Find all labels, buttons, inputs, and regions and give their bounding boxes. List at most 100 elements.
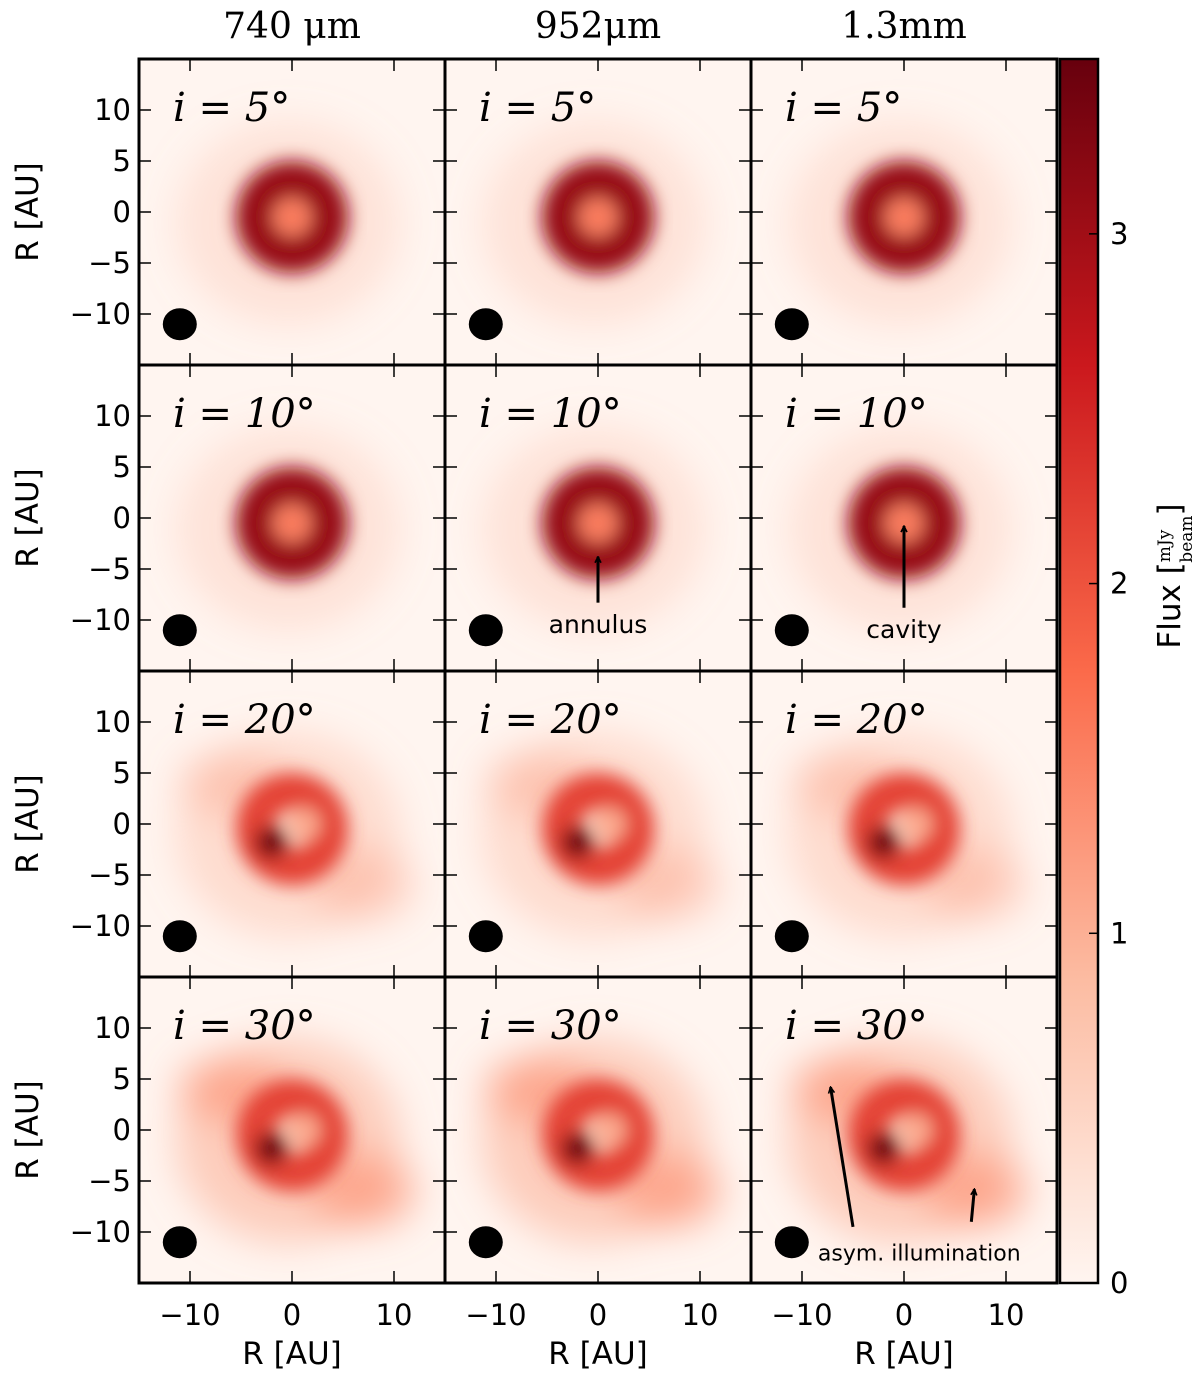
- inclination-label: i = 5°: [173, 85, 290, 131]
- panel: i = 20°: [443, 669, 753, 979]
- disk-image: [481, 121, 707, 326]
- x-tick-label: 10: [682, 1298, 719, 1332]
- x-tick-label: 0: [283, 1298, 301, 1332]
- beam-ellipse: [774, 614, 809, 647]
- y-tick-label: 5: [113, 756, 131, 790]
- panel: i = 10°: [443, 363, 753, 673]
- colorbar-tick-label: 0: [1110, 1266, 1128, 1300]
- colorbar-gradient: [1058, 57, 1100, 1285]
- y-tick-label: −5: [88, 246, 131, 280]
- disk-image: [787, 733, 1027, 938]
- disk-image: [787, 427, 1013, 632]
- disk-image: [481, 1039, 721, 1244]
- y-tick-label: −10: [70, 909, 131, 943]
- annotation: asym. illumination: [818, 1087, 1021, 1266]
- y-tick-label: −10: [70, 603, 131, 637]
- disk-image: [175, 427, 401, 632]
- y-tick-label: 5: [113, 450, 131, 484]
- inclination-label: i = 10°: [479, 391, 622, 437]
- annotation: cavity: [866, 526, 942, 644]
- disk-image: [481, 733, 721, 938]
- y-tick-label: 10: [94, 1011, 131, 1045]
- inclination-label: i = 10°: [173, 391, 316, 437]
- disk-image: [481, 427, 707, 632]
- y-tick-label: 0: [113, 501, 131, 535]
- panel-grid: i = 5° 10 5 0 −5 −10 R [AU] i = 5° i = 5° i = 10°…: [10, 57, 1059, 1372]
- beam-ellipse: [162, 308, 197, 341]
- y-axis-label: R [AU]: [10, 468, 46, 567]
- disk-image: [787, 1039, 1027, 1244]
- x-axis-label: R [AU]: [854, 1336, 953, 1372]
- x-tick-label: −10: [771, 1298, 832, 1332]
- disk-image: [175, 1039, 415, 1244]
- annotation-arrow: [969, 1189, 974, 1222]
- annotation-label: asym. illumination: [818, 1241, 1021, 1266]
- x-tick-label: 10: [376, 1298, 413, 1332]
- x-tick-label: −10: [159, 1298, 220, 1332]
- inclination-label: i = 20°: [785, 697, 928, 743]
- panel: i = 30° 10 5 0 −5 −10 R [AU] −10 0 10 R [AU]: [10, 975, 447, 1372]
- panel: i = 5° 10 5 0 −5 −10 R [AU]: [10, 57, 447, 367]
- beam-ellipse: [468, 920, 503, 953]
- annotation: annulus: [549, 557, 648, 639]
- y-tick-label: −5: [88, 858, 131, 892]
- annotation-label: cavity: [866, 615, 942, 644]
- inclination-label: i = 5°: [479, 85, 596, 131]
- x-axis-label: R [AU]: [242, 1336, 341, 1372]
- beam-ellipse: [468, 614, 503, 647]
- y-tick-label: 0: [113, 1113, 131, 1147]
- y-tick-label: −5: [88, 1164, 131, 1198]
- y-tick-label: 5: [113, 144, 131, 178]
- annotation-label: annulus: [549, 610, 648, 639]
- beam-ellipse: [774, 1226, 809, 1259]
- beam-ellipse: [774, 308, 809, 341]
- panel: i = 30° −10 0 10 R [AU]: [443, 975, 753, 1372]
- x-tick-label: 0: [895, 1298, 913, 1332]
- panel: i = 30° −10 0 10 R [AU]: [749, 975, 1059, 1372]
- column-titles: 740 μm 952μm 1.3mm: [223, 6, 967, 47]
- inclination-label: i = 30°: [785, 1003, 928, 1049]
- y-tick-label: −5: [88, 552, 131, 586]
- y-tick-label: 0: [113, 807, 131, 841]
- panel: i = 10° 10 5 0 −5 −10 R [AU]: [10, 363, 447, 673]
- panel: i = 5°: [749, 57, 1059, 367]
- beam-ellipse: [468, 308, 503, 341]
- y-tick-label: −10: [70, 1215, 131, 1249]
- column-title: 952μm: [535, 6, 661, 47]
- inclination-label: i = 10°: [785, 391, 928, 437]
- beam-ellipse: [162, 614, 197, 647]
- beam-ellipse: [162, 1226, 197, 1259]
- annotation-arrow: [831, 1087, 855, 1228]
- panel: i = 5°: [443, 57, 753, 367]
- column-title: 740 μm: [223, 6, 361, 47]
- colorbar-tick-label: 2: [1110, 567, 1128, 601]
- y-tick-label: 10: [94, 399, 131, 433]
- y-tick-label: 10: [94, 93, 131, 127]
- x-tick-label: −10: [465, 1298, 526, 1332]
- y-axis-label: R [AU]: [10, 162, 46, 261]
- x-axis-label: R [AU]: [548, 1336, 647, 1372]
- colorbar: 0 1 2 3 Flux [mJy beam]: [1058, 57, 1197, 1300]
- y-tick-label: 10: [94, 705, 131, 739]
- beam-ellipse: [162, 920, 197, 953]
- colorbar-label: Flux [mJy beam]: [1152, 503, 1197, 648]
- colorbar-tick-label: 1: [1110, 916, 1128, 950]
- panel: i = 10°: [749, 363, 1059, 673]
- inclination-label: i = 30°: [173, 1003, 316, 1049]
- y-tick-label: 0: [113, 195, 131, 229]
- column-title: 1.3mm: [841, 6, 967, 47]
- panel: i = 20° 10 5 0 −5 −10 R [AU]: [10, 669, 447, 979]
- x-tick-label: 10: [988, 1298, 1025, 1332]
- beam-ellipse: [468, 1226, 503, 1259]
- y-axis-label: R [AU]: [10, 774, 46, 873]
- y-tick-label: −10: [70, 297, 131, 331]
- panel: i = 20°: [749, 669, 1059, 979]
- disk-image: [787, 121, 1013, 326]
- inclination-label: i = 20°: [173, 697, 316, 743]
- y-tick-label: 5: [113, 1062, 131, 1096]
- disk-image: [175, 733, 415, 938]
- beam-ellipse: [774, 920, 809, 953]
- colorbar-tick-label: 3: [1110, 217, 1128, 251]
- x-tick-label: 0: [589, 1298, 607, 1332]
